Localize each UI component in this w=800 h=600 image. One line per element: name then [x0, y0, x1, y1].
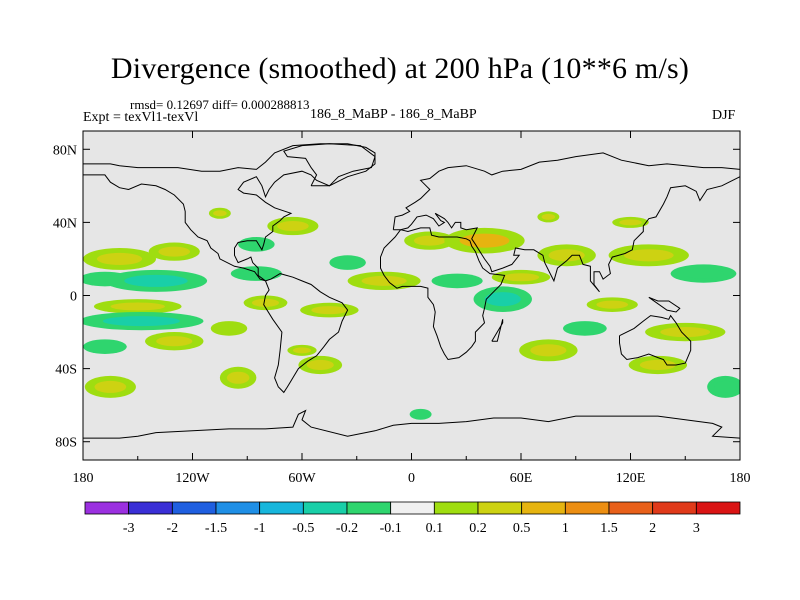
colorbar: -3 -2 -1.5 -1 -0.5 -0.2 -0.1 0.1 0.2 0.5 1 1.5 2 3: [84, 501, 741, 536]
coastline-8: [648, 296, 681, 313]
colorbar-swatch-7: [390, 501, 435, 515]
y-tick-label-0: 80N: [53, 143, 77, 158]
divergence-core-33: [619, 219, 642, 226]
colorbar-label-12: 2: [649, 521, 656, 536]
x-axis: 180 120W 60W 0 60E 120E 180: [73, 131, 751, 486]
divergence-core-14: [311, 306, 348, 315]
experiment-label: Expt = texVl1-texVl: [83, 110, 199, 125]
colorbar-label-6: -0.1: [380, 521, 402, 536]
divergence-blob-26: [562, 321, 607, 336]
colorbar-swatch-9: [477, 501, 523, 515]
divergence-core-11: [251, 298, 280, 307]
divergence-core-27: [596, 300, 629, 309]
coastline-layer: [83, 143, 740, 439]
coastline-1: [392, 152, 740, 230]
colorbar-label-9: 0.5: [513, 521, 531, 536]
divergence-core-3: [124, 274, 188, 287]
divergence-core-19: [413, 235, 446, 246]
season-label: DJF: [712, 108, 736, 123]
colorbar-label-4: -0.5: [292, 521, 314, 536]
y-tick-label-2: 0: [70, 290, 77, 305]
divergence-blob-9: [210, 321, 248, 336]
coastline-4: [619, 314, 692, 366]
coastline-7: [491, 319, 504, 342]
colorbar-swatch-13: [652, 501, 697, 515]
divergence-core-29: [683, 268, 724, 279]
x-tick-label-6: 180: [730, 471, 751, 486]
coastline-6: [283, 143, 376, 187]
colorbar-label-2: -1.5: [205, 521, 227, 536]
divergence-core-12: [277, 221, 309, 232]
colorbar-swatch-0: [84, 501, 130, 515]
colorbar-label-3: -1: [254, 521, 266, 536]
divergence-core-21: [459, 233, 510, 248]
y-axis: 80N 40N 0 40S 80S: [53, 143, 740, 451]
x-tick-label-4: 60E: [510, 471, 533, 486]
divergence-core-35: [213, 210, 227, 217]
plot-background: [83, 131, 740, 460]
coastline-5: [83, 409, 740, 439]
colorbar-label-1: -2: [166, 521, 178, 536]
divergence-core-5: [102, 316, 180, 327]
colorbar-label-11: 1.5: [600, 521, 618, 536]
divergence-core-30: [660, 327, 711, 338]
y-tick-label-4: 80S: [55, 436, 77, 451]
divergence-core-4: [110, 302, 165, 311]
colorbar-swatch-10: [521, 501, 566, 515]
x-tick-label-1: 120W: [175, 471, 210, 486]
colorbar-swatch-4: [259, 501, 304, 515]
y-tick-label-1: 40N: [53, 216, 77, 231]
chart-title: Divergence (smoothed) at 200 hPa (10**6 …: [110, 52, 690, 85]
colorbar-label-13: 3: [693, 521, 700, 536]
colorbar-swatch-1: [128, 501, 173, 515]
divergence-core-8: [94, 380, 127, 393]
colorbar-label-0: -3: [123, 521, 135, 536]
divergence-core-6: [156, 336, 193, 347]
divergence-blob-36: [409, 408, 432, 420]
divergence-core-25: [530, 344, 567, 357]
divergence-core-37: [292, 347, 312, 354]
x-tick-label-3: 0: [408, 471, 415, 486]
divergence-core-28: [623, 249, 674, 262]
coastline-2: [393, 176, 740, 293]
rmsd-text: rmsd= 0.12697 diff= 0.000288813: [130, 97, 310, 112]
divergence-core-22: [484, 292, 521, 307]
divergence-blob-7: [83, 339, 127, 354]
colorbar-label-10: 1: [562, 521, 569, 536]
coastline-3: [380, 227, 506, 361]
colorbar-swatch-6: [346, 501, 392, 515]
colorbar-label-7: 0.1: [426, 521, 444, 536]
divergence-core-34: [541, 213, 556, 220]
divergence-core-24: [548, 249, 585, 262]
divergence-field: [83, 207, 740, 420]
x-tick-label-0: 180: [73, 471, 94, 486]
coastline-0: [83, 143, 376, 394]
colorbar-label-8: 0.2: [469, 521, 487, 536]
colorbar-label-5: -0.2: [336, 521, 358, 536]
colorbar-swatch-14: [695, 501, 741, 515]
divergence-core-0: [96, 252, 143, 265]
x-tick-label-5: 120E: [616, 471, 646, 486]
divergence-core-23: [502, 273, 540, 282]
divergence-core-16: [306, 359, 334, 370]
colorbar-swatch-8: [433, 501, 479, 515]
x-tick-label-2: 60W: [288, 471, 316, 486]
colorbar-swatch-2: [171, 501, 217, 515]
divergence-core-17: [226, 371, 250, 384]
colorbar-swatch-3: [215, 501, 261, 515]
divergence-blob-13: [238, 237, 275, 252]
divergence-core-20: [441, 276, 473, 285]
divergence-core-32: [714, 380, 737, 393]
divergence-core-1: [158, 246, 191, 257]
colorbar-swatch-11: [564, 501, 610, 515]
case-label: 186_8_MaBP - 186_8_MaBP: [310, 107, 477, 122]
colorbar-swatch-12: [608, 501, 654, 515]
colorbar-swatch-5: [302, 501, 348, 515]
y-tick-label-3: 40S: [55, 363, 77, 378]
divergence-core-31: [639, 359, 676, 370]
divergence-blob-15: [329, 255, 366, 270]
divergence-core-18: [361, 275, 407, 286]
